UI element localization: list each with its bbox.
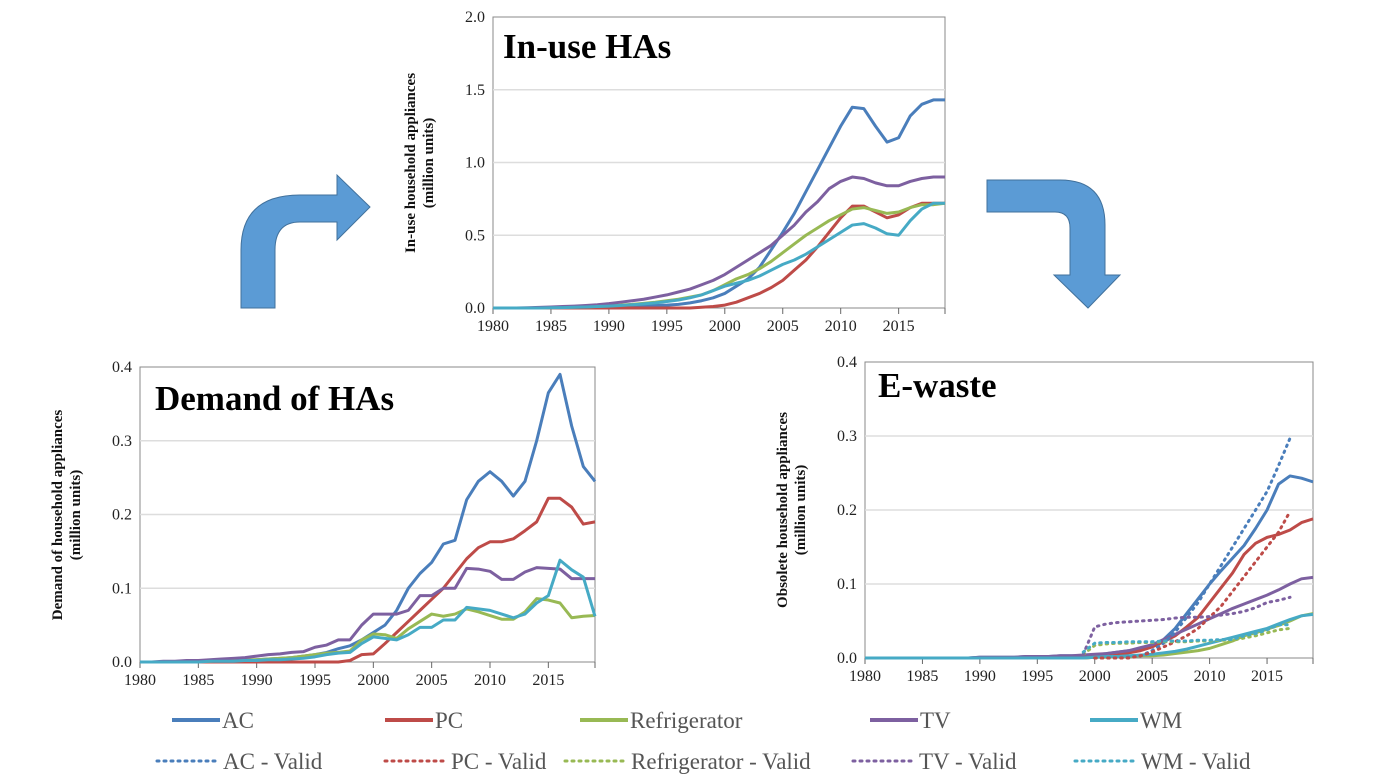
chart-ewaste: 0.0 0.1 0.2 0.3 0.4 1980 1985 1990 1995 2000 2005 2… xyxy=(775,354,1314,685)
legend-label: WM - Valid xyxy=(1141,749,1251,774)
x-tick-label: 2015 xyxy=(1251,668,1283,685)
series-line-wm xyxy=(140,558,597,664)
x-tick-label: 2005 xyxy=(1136,668,1168,685)
legend-label: Refrigerator xyxy=(630,708,743,733)
legend-label: AC - Valid xyxy=(223,749,323,774)
x-tick-label: 1980 xyxy=(124,672,156,689)
x-tick-label: 1990 xyxy=(964,668,996,685)
x-tick-label: 1980 xyxy=(849,668,881,685)
series-line-refrigerator xyxy=(140,597,596,664)
legend-label: AC xyxy=(222,708,254,733)
x-tick-label: 1985 xyxy=(906,668,938,685)
x-tick-label: 2015 xyxy=(883,318,915,335)
chart-inuse: 0.0 0.5 1.0 1.5 2.0 1980 1985 1990 1995 2000 2005 2… xyxy=(403,9,946,335)
series-line-pc xyxy=(493,201,945,310)
legend-label: PC xyxy=(435,708,463,733)
y-tick-label: 0.2 xyxy=(837,502,857,519)
y-tick-label: 0.4 xyxy=(837,354,857,371)
y-tick-label: 0.2 xyxy=(112,507,132,524)
series-line-tv xyxy=(140,566,595,664)
x-tick-label: 2000 xyxy=(357,672,389,689)
y-tick-label: 0.1 xyxy=(112,580,132,597)
series-line-wm-valid xyxy=(1081,623,1292,654)
x-tick-label: 1995 xyxy=(1021,668,1053,685)
y-axis-label-line: Obsolete household appliances xyxy=(775,412,791,608)
x-tick-label: 2010 xyxy=(1194,668,1226,685)
y-tick-label: 1.5 xyxy=(465,82,485,99)
y-axis-label-line: In-use household appliances xyxy=(403,73,419,253)
legend-label: TV xyxy=(920,708,951,733)
series-line-wm xyxy=(493,201,945,310)
y-axis-label-line: (million units) xyxy=(421,118,437,208)
legend-label: TV - Valid xyxy=(919,749,1017,774)
series-line-refrigerator xyxy=(493,201,946,310)
y-tick-label: 1.0 xyxy=(465,155,485,172)
y-axis-label: Obsolete household appliances (million un… xyxy=(775,412,809,608)
y-tick-label: 2.0 xyxy=(465,9,485,26)
legend-label: PC - Valid xyxy=(451,749,547,774)
x-tick-label: 1995 xyxy=(299,672,331,689)
y-tick-label: 0.5 xyxy=(465,227,485,244)
series-line-pc-valid xyxy=(1093,509,1292,660)
x-tick-label: 1990 xyxy=(241,672,273,689)
x-tick-label: 2000 xyxy=(1079,668,1111,685)
series-line-pc xyxy=(865,517,1314,660)
y-tick-label: 0.0 xyxy=(112,654,132,671)
legend-label: Refrigerator - Valid xyxy=(631,749,811,774)
y-axis-label: In-use household appliances (million unit… xyxy=(403,73,437,253)
flow-arrow-left-icon xyxy=(240,173,371,309)
y-axis-label-line: (million units) xyxy=(68,470,84,560)
y-tick-label: 0.0 xyxy=(465,300,485,317)
y-tick-label: 0.3 xyxy=(112,433,132,450)
chart-title: E-waste xyxy=(878,366,997,405)
chart-title: Demand of HAs xyxy=(155,379,394,418)
series-line-ac xyxy=(865,474,1314,660)
y-axis-label-line: Demand of household appliances xyxy=(50,410,66,621)
chart-title: In-use HAs xyxy=(503,27,671,66)
x-tick-label: 1980 xyxy=(477,318,509,335)
chart-demand: 0.0 0.1 0.2 0.3 0.4 1980 1985 1990 1995 2000 2005 2… xyxy=(50,359,597,689)
x-tick-label: 2005 xyxy=(767,318,799,335)
flow-arrow-right-icon xyxy=(986,179,1122,309)
x-tick-label: 2010 xyxy=(825,318,857,335)
x-tick-label: 1990 xyxy=(593,318,625,335)
y-axis-label-line: (million units) xyxy=(793,465,809,555)
x-tick-label: 2000 xyxy=(709,318,741,335)
x-tick-label: 1985 xyxy=(535,318,567,335)
x-tick-label: 2005 xyxy=(416,672,448,689)
x-tick-label: 2015 xyxy=(532,672,564,689)
legend-label: WM xyxy=(1140,708,1182,733)
legend: AC PC Refrigerator TV WM AC - Valid PC - Valid… xyxy=(155,708,1251,774)
series-line-wm xyxy=(865,612,1314,660)
x-tick-label: 2010 xyxy=(474,672,506,689)
y-tick-label: 0.0 xyxy=(837,650,857,667)
y-axis-label: Demand of household appliances (million u… xyxy=(50,410,84,621)
y-tick-label: 0.3 xyxy=(837,428,857,445)
x-tick-label: 1985 xyxy=(182,672,214,689)
x-tick-label: 1995 xyxy=(651,318,683,335)
series-line-tv-valid xyxy=(1081,595,1292,656)
y-tick-label: 0.1 xyxy=(837,576,857,593)
y-tick-label: 0.4 xyxy=(112,359,132,376)
